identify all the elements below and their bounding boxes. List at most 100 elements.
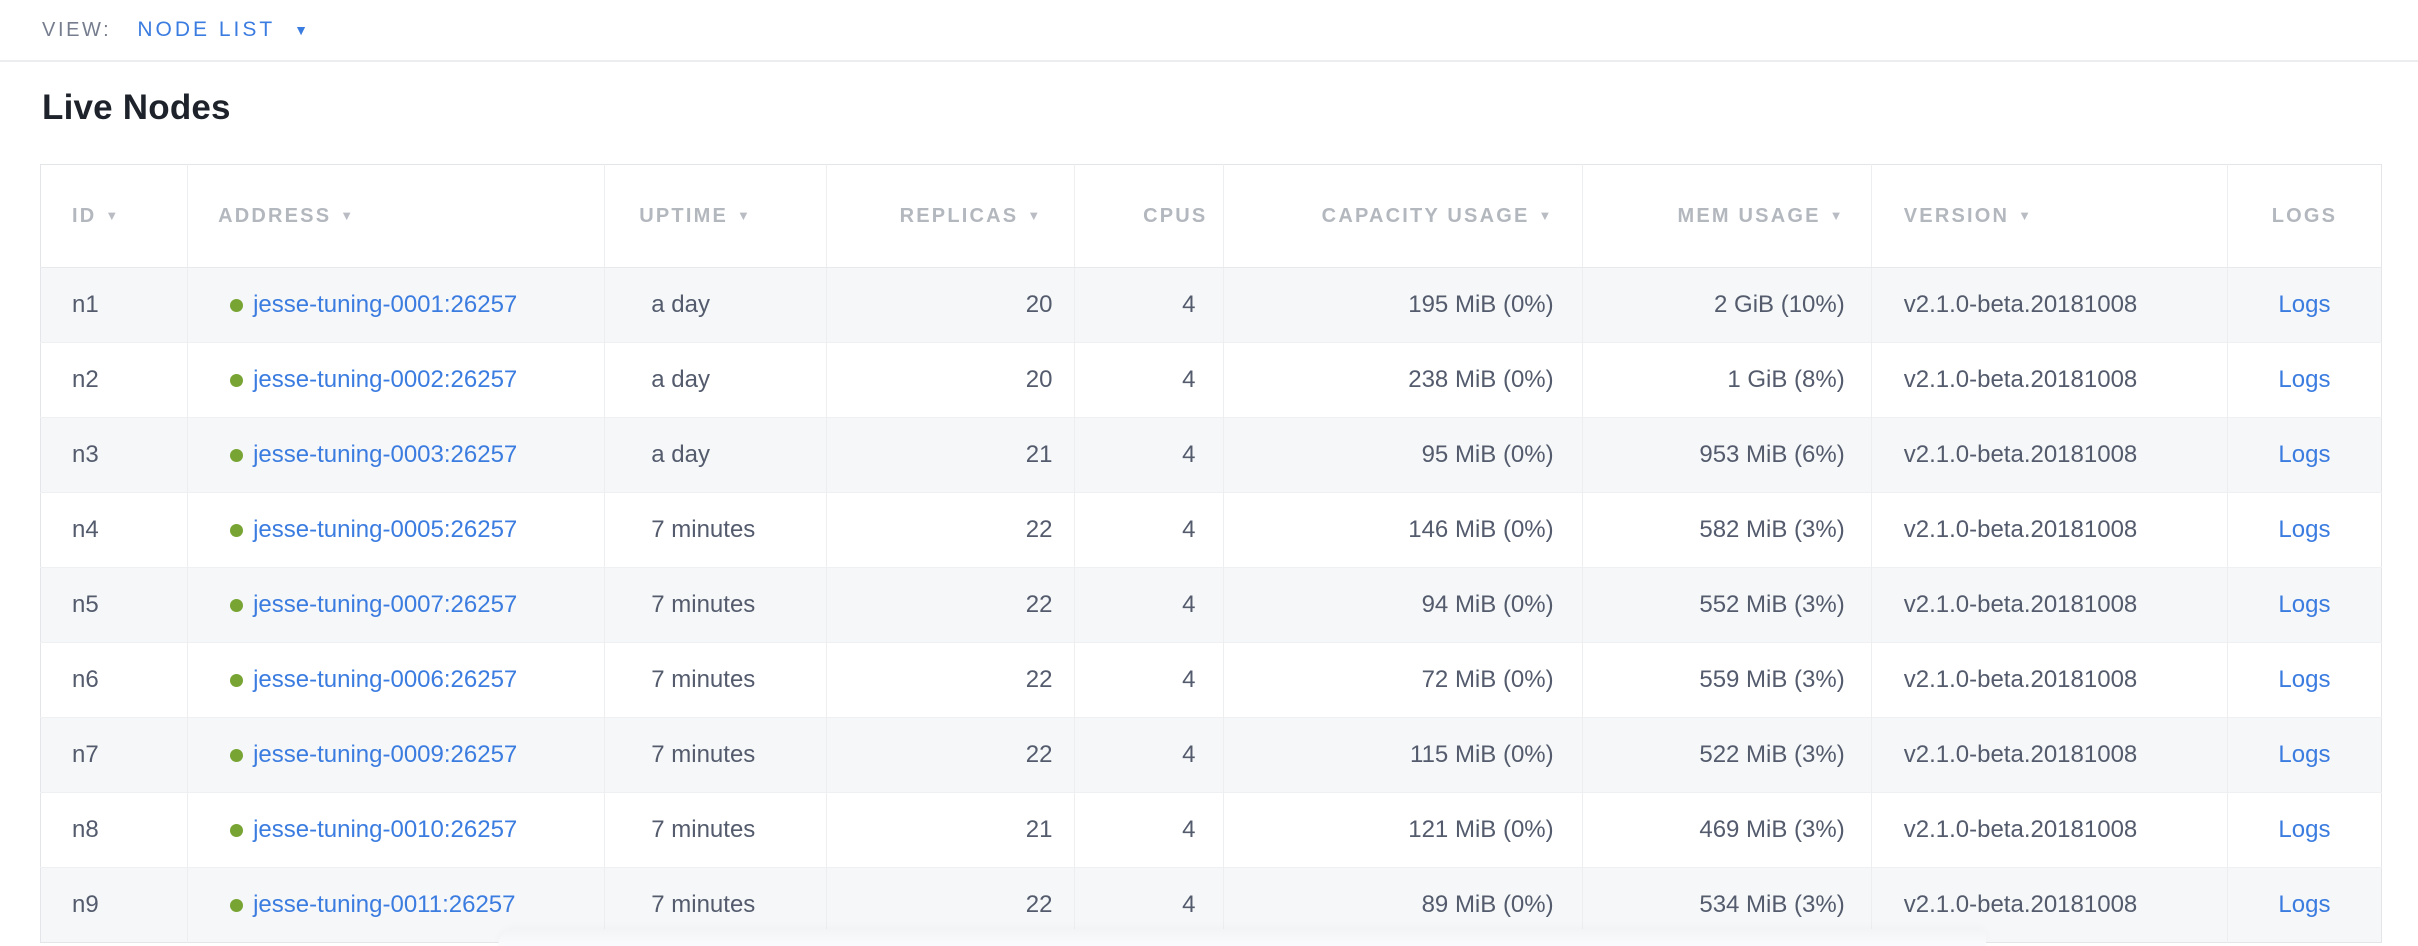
cell-logs: Logs bbox=[2227, 642, 2382, 718]
cell-cpus: 4 bbox=[1074, 417, 1225, 493]
cell-cpus: 4 bbox=[1074, 642, 1225, 718]
column-header-label: LOGS bbox=[2271, 204, 2338, 227]
cell-cpus: 4 bbox=[1074, 717, 1225, 793]
live-status-icon bbox=[230, 598, 244, 612]
view-selector-dropdown[interactable]: NODE LIST ▼ bbox=[137, 18, 308, 42]
cell-logs: Logs bbox=[2227, 792, 2382, 868]
cell-logs: Logs bbox=[2227, 717, 2382, 793]
cell-replicas: 22 bbox=[826, 717, 1076, 793]
cell-version: v2.1.0-beta.20181008 bbox=[1871, 417, 2228, 493]
cell-address: jesse-tuning-0003:26257 bbox=[187, 417, 606, 493]
column-header-label: MEM USAGE bbox=[1677, 204, 1821, 227]
cell-cpus: 4 bbox=[1074, 567, 1225, 643]
column-header-label: ADDRESS bbox=[218, 204, 332, 227]
cell-uptime: 7 minutes bbox=[604, 567, 828, 643]
node-logs-link[interactable]: Logs bbox=[2278, 366, 2331, 393]
column-header-capacity[interactable]: CAPACITY USAGE ▼ bbox=[1223, 164, 1583, 268]
live-status-icon bbox=[230, 373, 244, 387]
column-header-address[interactable]: ADDRESS ▼ bbox=[187, 164, 606, 268]
column-header-label: CAPACITY USAGE bbox=[1321, 204, 1530, 227]
cell-uptime: 7 minutes bbox=[604, 792, 828, 868]
node-address-link[interactable]: jesse-tuning-0010:26257 bbox=[253, 816, 518, 844]
cell-logs: Logs bbox=[2227, 342, 2382, 418]
column-header-uptime[interactable]: UPTIME ▼ bbox=[604, 164, 828, 268]
cell-mem-usage: 469 MiB (3%) bbox=[1582, 792, 1872, 868]
cell-uptime: a day bbox=[604, 267, 828, 343]
column-header-label: VERSION bbox=[1903, 204, 2010, 227]
cell-logs: Logs bbox=[2227, 417, 2382, 493]
node-address-link[interactable]: jesse-tuning-0002:26257 bbox=[253, 366, 518, 394]
node-address-link[interactable]: jesse-tuning-0003:26257 bbox=[253, 441, 518, 469]
cell-version: v2.1.0-beta.20181008 bbox=[1871, 492, 2228, 568]
cell-address: jesse-tuning-0010:26257 bbox=[187, 792, 606, 868]
cell-uptime: 7 minutes bbox=[604, 717, 828, 793]
cell-version: v2.1.0-beta.20181008 bbox=[1871, 717, 2228, 793]
live-status-icon bbox=[230, 448, 244, 462]
view-selected-value: NODE LIST bbox=[137, 18, 276, 41]
bottom-card-edge bbox=[498, 929, 1986, 946]
cell-mem-usage: 522 MiB (3%) bbox=[1582, 717, 1872, 793]
node-logs-link[interactable]: Logs bbox=[2278, 816, 2331, 843]
node-logs-link[interactable]: Logs bbox=[2278, 891, 2331, 918]
node-address-link[interactable]: jesse-tuning-0005:26257 bbox=[253, 516, 518, 544]
node-logs-link[interactable]: Logs bbox=[2278, 291, 2331, 318]
node-logs-link[interactable]: Logs bbox=[2278, 591, 2331, 618]
sort-desc-icon: ▼ bbox=[1027, 207, 1043, 223]
cell-replicas: 20 bbox=[826, 342, 1076, 418]
node-logs-link[interactable]: Logs bbox=[2278, 441, 2331, 468]
view-bar: VIEW: NODE LIST ▼ bbox=[0, 0, 2418, 62]
live-status-icon bbox=[230, 673, 244, 687]
view-label: VIEW: bbox=[42, 18, 112, 41]
cell-node-id: n2 bbox=[40, 342, 189, 418]
cell-node-id: n4 bbox=[40, 492, 189, 568]
table-row: n2 jesse-tuning-0002:26257 a day 20 4 23… bbox=[40, 342, 2382, 418]
cell-node-id: n3 bbox=[40, 417, 189, 493]
cell-node-id: n1 bbox=[40, 267, 189, 343]
live-status-icon bbox=[230, 523, 244, 537]
cell-mem-usage: 1 GiB (8%) bbox=[1582, 342, 1872, 418]
node-logs-link[interactable]: Logs bbox=[2278, 516, 2331, 543]
table-row: n3 jesse-tuning-0003:26257 a day 21 4 95… bbox=[40, 417, 2382, 493]
dropdown-caret-icon: ▼ bbox=[294, 22, 309, 38]
cell-version: v2.1.0-beta.20181008 bbox=[1871, 267, 2228, 343]
column-header-version[interactable]: VERSION ▼ bbox=[1871, 164, 2228, 268]
table-row: n5 jesse-tuning-0007:26257 7 minutes 22 … bbox=[40, 567, 2382, 643]
cell-node-id: n6 bbox=[40, 642, 189, 718]
cell-node-id: n9 bbox=[40, 867, 189, 943]
node-address-link[interactable]: jesse-tuning-0009:26257 bbox=[253, 741, 518, 769]
cell-cpus: 4 bbox=[1074, 792, 1225, 868]
table-header-row: ID ▼ ADDRESS ▼ UPTIME ▼ REPLICAS ▼ CPUS CAPA… bbox=[40, 164, 2382, 268]
sort-desc-icon: ▼ bbox=[340, 207, 356, 223]
cell-version: v2.1.0-beta.20181008 bbox=[1871, 567, 2228, 643]
cell-mem-usage: 582 MiB (3%) bbox=[1582, 492, 1872, 568]
column-header-mem[interactable]: MEM USAGE ▼ bbox=[1582, 164, 1872, 268]
cell-uptime: 7 minutes bbox=[604, 492, 828, 568]
table-row: n8 jesse-tuning-0010:26257 7 minutes 21 … bbox=[40, 792, 2382, 868]
cell-node-id: n7 bbox=[40, 717, 189, 793]
cell-address: jesse-tuning-0007:26257 bbox=[187, 567, 606, 643]
node-address-link[interactable]: jesse-tuning-0007:26257 bbox=[253, 591, 518, 619]
cell-node-id: n5 bbox=[40, 567, 189, 643]
cell-mem-usage: 552 MiB (3%) bbox=[1582, 567, 1872, 643]
column-header-label: REPLICAS bbox=[899, 204, 1019, 227]
cell-logs: Logs bbox=[2227, 268, 2381, 343]
cell-uptime: a day bbox=[604, 417, 828, 493]
cell-capacity-usage: 121 MiB (0%) bbox=[1223, 792, 1583, 868]
column-header-id[interactable]: ID ▼ bbox=[40, 164, 189, 268]
cell-version: v2.1.0-beta.20181008 bbox=[1871, 792, 2228, 868]
sort-desc-icon: ▼ bbox=[737, 207, 753, 223]
node-address-link[interactable]: jesse-tuning-0011:26257 bbox=[253, 891, 516, 919]
node-logs-link[interactable]: Logs bbox=[2278, 741, 2331, 768]
cell-capacity-usage: 95 MiB (0%) bbox=[1223, 417, 1583, 493]
sort-desc-icon: ▼ bbox=[1829, 207, 1845, 223]
cell-mem-usage: 953 MiB (6%) bbox=[1582, 417, 1872, 493]
sort-desc-icon: ▼ bbox=[2018, 207, 2034, 223]
cell-replicas: 21 bbox=[826, 792, 1076, 868]
cell-replicas: 22 bbox=[826, 567, 1076, 643]
node-address-link[interactable]: jesse-tuning-0006:26257 bbox=[253, 666, 518, 694]
node-logs-link[interactable]: Logs bbox=[2278, 666, 2331, 693]
node-address-link[interactable]: jesse-tuning-0001:26257 bbox=[253, 291, 518, 319]
table-row: n1 jesse-tuning-0001:26257 a day 20 4 19… bbox=[40, 267, 2382, 343]
cell-version: v2.1.0-beta.20181008 bbox=[1871, 342, 2228, 418]
column-header-replicas[interactable]: REPLICAS ▼ bbox=[826, 164, 1076, 268]
